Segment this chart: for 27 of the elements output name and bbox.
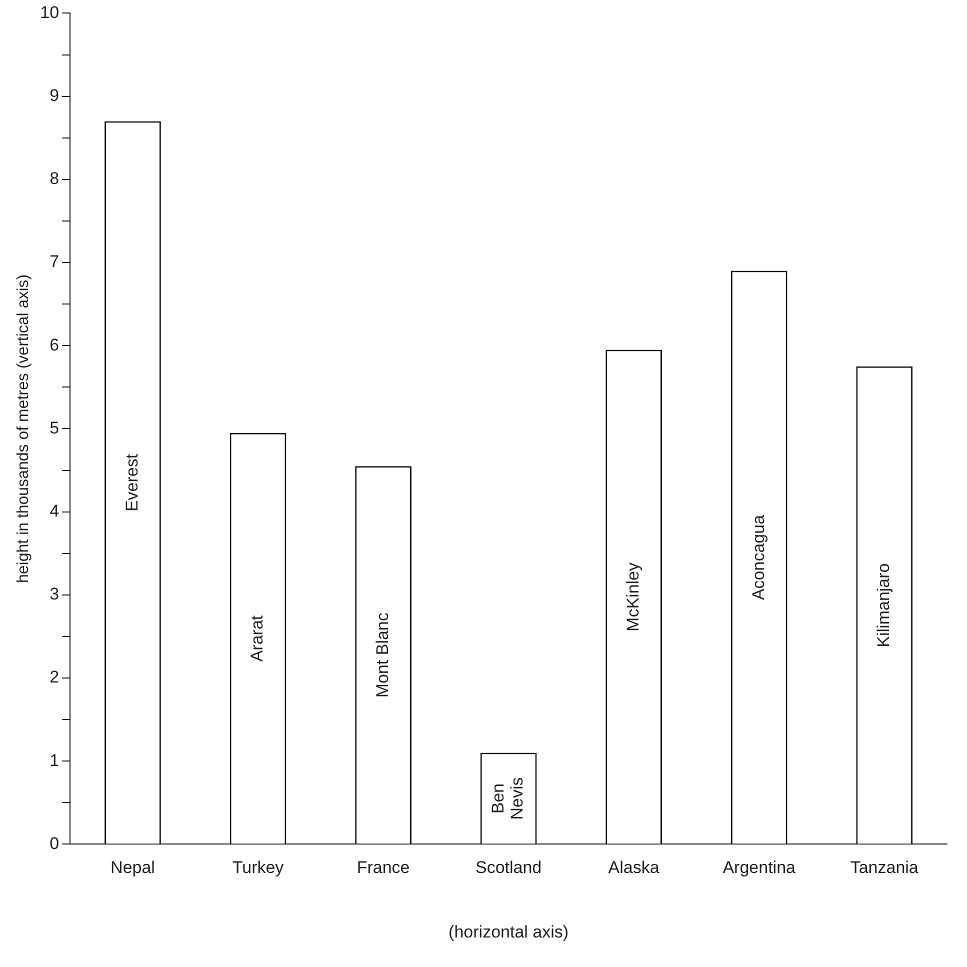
x-tick-label: Argentina (722, 858, 796, 878)
y-tick-label: 0 (50, 834, 60, 853)
x-tick-label: France (356, 858, 410, 878)
y-tick-label: 10 (40, 2, 60, 22)
y-tick-label: 1 (50, 750, 60, 770)
annotation: Kilimanjaro (874, 563, 894, 648)
y-tick-label: 5 (50, 418, 60, 438)
y-tick-label: 8 (50, 169, 60, 188)
y-tick-label: 9 (50, 86, 60, 105)
y-tick-label: 7 (50, 252, 60, 272)
x-tick-label: Tanzania (850, 858, 919, 878)
annotation: Mont Blanc (372, 612, 392, 698)
annotation: Aconcagua (748, 514, 768, 600)
x-tick-label: Turkey (232, 858, 284, 878)
annotation: Ararat (248, 615, 267, 662)
y-axis-title: height in thousands of metres (vertical axis) (15, 274, 32, 583)
y-tick-label: 3 (50, 584, 60, 604)
y-tick-label: 6 (50, 335, 60, 354)
x-tick-label: Scotland (475, 858, 542, 878)
x-axis-title: (horizontal axis) (448, 922, 569, 942)
x-tick-label: Alaska (608, 858, 660, 878)
annotation: Ben Nevis (488, 777, 527, 820)
y-tick-label: 4 (50, 501, 60, 520)
y-tick-label: 2 (50, 668, 60, 687)
annotation: Everest (122, 454, 142, 512)
annotation: McKinley (624, 562, 643, 632)
x-tick-label: Nepal (110, 858, 155, 878)
